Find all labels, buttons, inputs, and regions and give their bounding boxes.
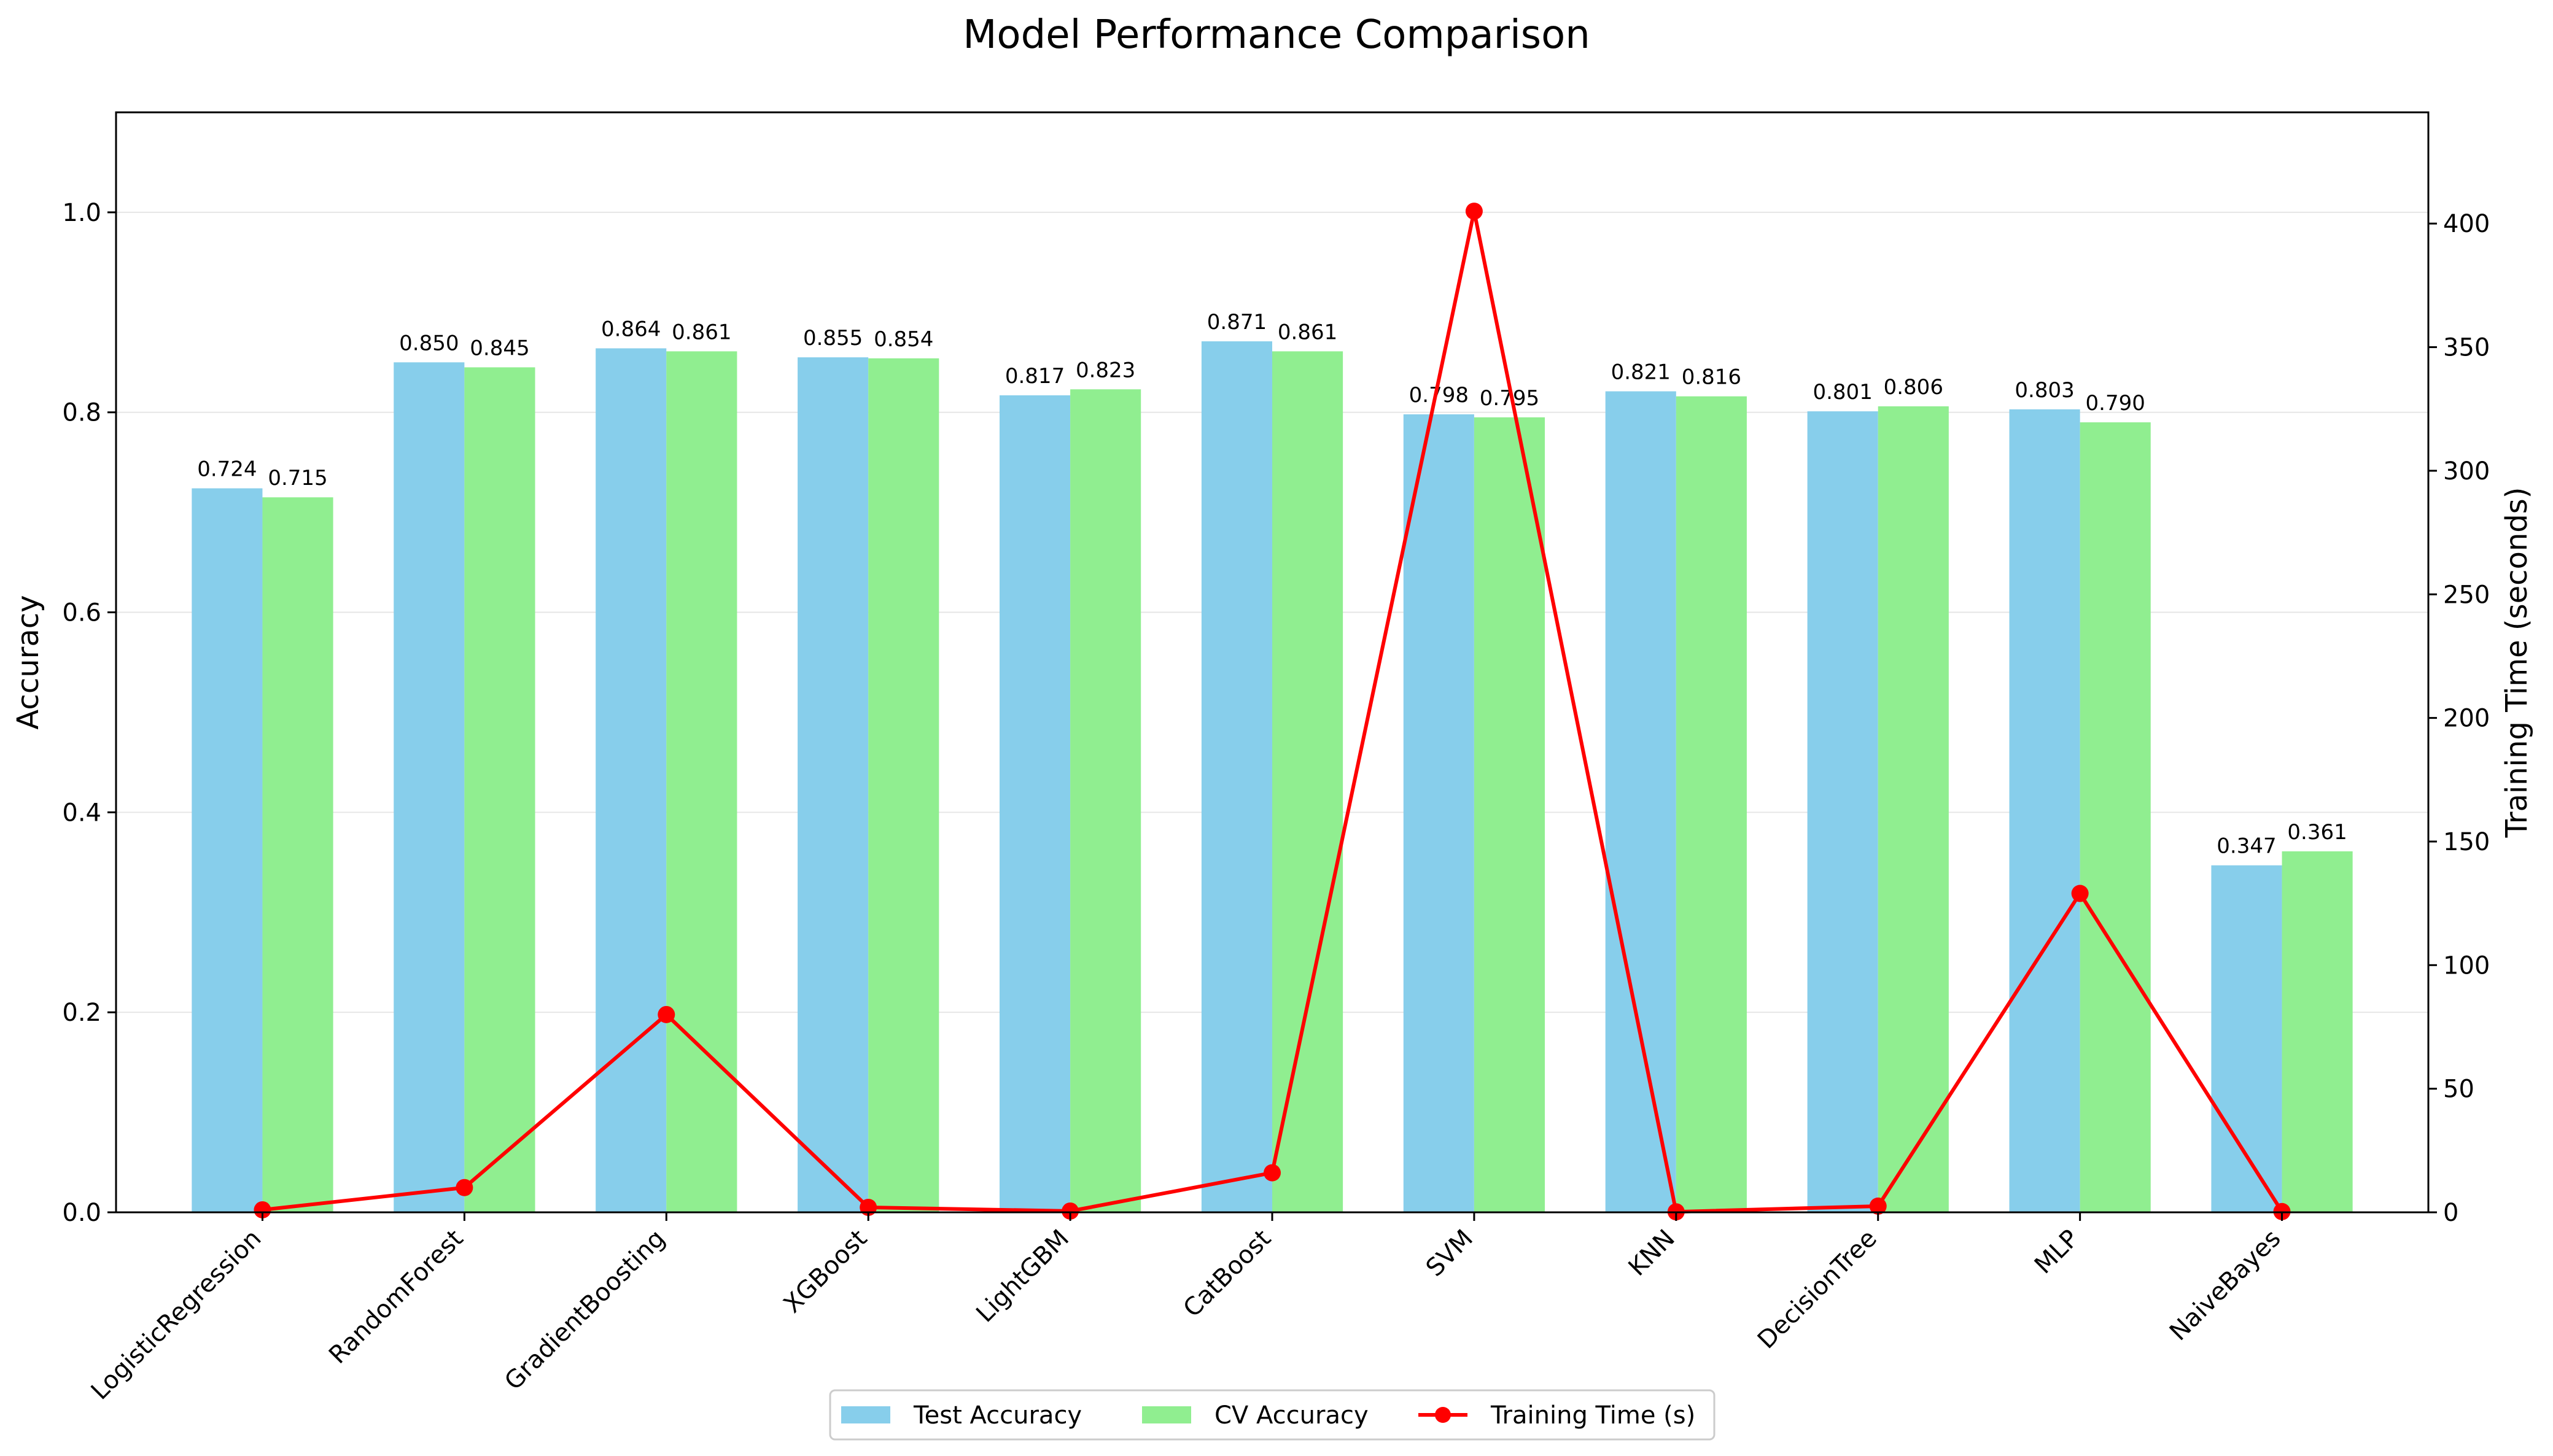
training-time-point: [456, 1179, 473, 1196]
legend-swatch: [841, 1406, 890, 1423]
x-tick-label: XGBoost: [779, 1225, 873, 1319]
x-tick-label: NaiveBayes: [2164, 1225, 2287, 1347]
training-time-point: [1264, 1164, 1281, 1182]
y2-tick-label: 400: [2443, 210, 2490, 238]
bar-value-label: 0.854: [874, 327, 933, 352]
bar-test-accuracy: [1201, 341, 1272, 1213]
chart-title: Model Performance Comparison: [963, 12, 1590, 58]
y-tick-label: 0.2: [62, 999, 101, 1027]
training-time-point: [1869, 1197, 1887, 1215]
x-tick-label: LogisticRegression: [86, 1225, 267, 1406]
legend: Test Accuracy CV Accuracy Training Time (s…: [829, 1389, 1716, 1441]
y2-tick-label: 100: [2443, 951, 2490, 980]
legend-marker: [1435, 1407, 1451, 1423]
bar-test-accuracy: [1403, 414, 1474, 1212]
y2-tick-label: 250: [2443, 581, 2490, 609]
x-tick-label: MLP: [2029, 1225, 2085, 1280]
x-tick-label: KNN: [1623, 1225, 1680, 1282]
bar-value-label: 0.724: [197, 457, 257, 482]
x-tick-label: RandomForest: [324, 1225, 468, 1369]
right-axis: 0 50 100 150 200 250 300 350 400: [2428, 210, 2490, 1227]
x-tick-label: GradientBoosting: [499, 1225, 670, 1396]
x-tick-label: CatBoost: [1178, 1225, 1277, 1323]
bar-cv-accuracy: [666, 351, 737, 1212]
bar-cv-accuracy: [1070, 389, 1141, 1212]
y2-tick-label: 350: [2443, 334, 2490, 362]
bar-test-accuracy: [2211, 865, 2282, 1212]
bar-value-label: 0.347: [2217, 834, 2276, 859]
x-tick-label: LightGBM: [971, 1225, 1074, 1328]
bar-cv-accuracy: [464, 367, 535, 1212]
x-axis: LogisticRegression RandomForest GradientBo…: [86, 1212, 2287, 1405]
bar-cv-accuracy: [2080, 422, 2151, 1212]
bar-value-label: 0.855: [803, 326, 863, 350]
y-tick-label: 1.0: [62, 199, 101, 227]
bar-test-accuracy: [999, 395, 1071, 1212]
bar-test-accuracy: [192, 488, 263, 1212]
x-tick-label: SVM: [1421, 1225, 1479, 1282]
bar-test-accuracy: [2009, 409, 2080, 1212]
bar-value-label: 0.806: [1884, 375, 1943, 400]
bar-cv-accuracy: [2282, 851, 2353, 1212]
bar-value-label: 0.790: [2086, 391, 2145, 416]
bar-test-accuracy: [798, 357, 869, 1213]
bar-cv-accuracy: [868, 358, 939, 1212]
bar-test-accuracy: [1807, 411, 1878, 1213]
bar-cv-accuracy: [1676, 396, 1747, 1212]
y-tick-label: 0.6: [62, 599, 101, 627]
bar-test-accuracy: [394, 362, 465, 1212]
bar-value-label: 0.803: [2015, 378, 2074, 403]
y-axis-title: Accuracy: [11, 595, 45, 729]
training-time-line: [254, 203, 2291, 1221]
x-tick-label: DecisionTree: [1752, 1225, 1883, 1355]
legend-box: [829, 1389, 1716, 1441]
bars: [192, 341, 2353, 1213]
bar-value-label: 0.817: [1005, 364, 1065, 389]
bar-value-label: 0.715: [268, 466, 327, 490]
y-tick-label: 0.8: [62, 399, 101, 427]
y2-tick-label: 50: [2443, 1075, 2474, 1104]
legend-label: Test Accuracy: [913, 1401, 1082, 1430]
bar-value-label: 0.861: [1278, 320, 1337, 344]
bar-value-label: 0.801: [1813, 380, 1872, 405]
bar-value-label: 0.861: [672, 320, 731, 344]
legend-label: Training Time (s): [1490, 1401, 1695, 1430]
bar-value-label: 0.823: [1076, 358, 1135, 382]
left-axis: 0.0 0.2 0.4 0.6 0.8 1.0: [62, 199, 116, 1227]
training-time-point: [1062, 1202, 1079, 1220]
training-time-point: [1465, 203, 1483, 220]
y2-tick-label: 300: [2443, 457, 2490, 486]
bar-test-accuracy: [596, 348, 667, 1212]
y2-tick-label: 200: [2443, 705, 2490, 733]
training-time-point: [2071, 885, 2089, 902]
bar-value-label: 0.821: [1611, 360, 1671, 385]
bar-value-label: 0.361: [2287, 820, 2347, 845]
bar-cv-accuracy: [1878, 406, 1949, 1213]
bar-value-label: 0.850: [399, 331, 459, 355]
bar-cv-accuracy: [1474, 417, 1545, 1212]
y2-axis-title: Training Time (seconds): [2500, 487, 2534, 838]
training-time-point: [254, 1201, 271, 1218]
y-tick-label: 0.0: [62, 1199, 101, 1227]
y-tick-label: 0.4: [62, 799, 101, 827]
bar-value-label: 0.864: [601, 317, 661, 341]
legend-swatch: [1142, 1406, 1191, 1423]
bar-value-label: 0.816: [1682, 365, 1741, 390]
bar-cv-accuracy: [1272, 351, 1343, 1212]
y2-tick-label: 0: [2443, 1199, 2458, 1227]
y2-tick-label: 150: [2443, 828, 2490, 856]
training-time-point: [658, 1005, 675, 1023]
bar-test-accuracy: [1605, 391, 1676, 1212]
bar-cv-accuracy: [262, 497, 333, 1213]
bar-value-label: 0.871: [1207, 310, 1267, 335]
legend-label: CV Accuracy: [1214, 1401, 1369, 1430]
bar-value-label: 0.845: [470, 336, 529, 360]
